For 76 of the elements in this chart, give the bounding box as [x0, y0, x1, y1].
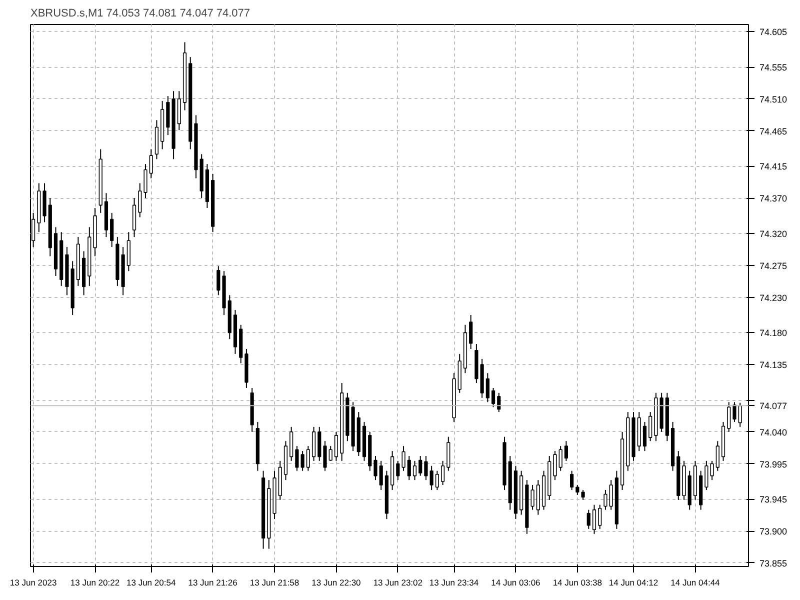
y-tick-label: 74.370 [760, 194, 788, 204]
candlestick [592, 504, 596, 534]
x-tick-label: 13 Jun 23:02 [373, 578, 423, 588]
candlestick [430, 465, 434, 490]
y-tick-label: 73.995 [760, 459, 788, 470]
candlestick [300, 450, 304, 472]
y-tick-label: 74.555 [760, 62, 788, 73]
candlestick [149, 148, 153, 179]
candlestick [323, 440, 327, 472]
candlestick [570, 470, 574, 490]
candlestick [642, 421, 647, 452]
candlestick [469, 314, 473, 350]
candlestick [581, 489, 585, 500]
candlestick [306, 446, 310, 472]
y-tick-label: 74.230 [760, 292, 788, 303]
y-tick-label: 74.040 [760, 427, 788, 438]
candlestick [564, 440, 568, 462]
candlestick [598, 504, 602, 530]
candlestick [424, 455, 428, 481]
candlestick [440, 460, 445, 486]
x-tick-label: 13 Jun 20:54 [126, 578, 176, 588]
candlestick [704, 460, 708, 490]
candlestick [491, 387, 496, 408]
candlestick [710, 460, 714, 481]
y-tick-label: 74.415 [760, 162, 788, 172]
y-tick-label: 74.510 [760, 94, 788, 104]
candlestick [609, 480, 613, 510]
candlestick [412, 460, 417, 481]
y-tick-label: 73.855 [760, 558, 788, 568]
candlestick [379, 460, 383, 490]
y-tick-label: 74.465 [760, 126, 788, 136]
y-tick-label: 73.900 [760, 526, 788, 537]
candlestick [486, 372, 490, 403]
candlestick [738, 402, 742, 428]
candlestick [716, 440, 720, 472]
candlestick [553, 450, 557, 481]
x-tick-label: 13 Jun 21:58 [250, 578, 300, 588]
candlestick [110, 212, 114, 248]
x-tick-label: 13 Jun 2023 [10, 578, 57, 588]
y-tick-label: 73.945 [760, 494, 788, 505]
candlestick [295, 446, 299, 472]
x-tick-label: 14 Jun 04:44 [670, 578, 720, 588]
candlestick [407, 455, 411, 481]
x-tick-label: 13 Jun 21:26 [188, 578, 238, 588]
x-tick-label: 13 Jun 23:34 [429, 578, 479, 588]
y-tick-label: 74.180 [760, 328, 788, 338]
chart-title: XBRUSD.s,M1 74.053 74.081 74.047 74.077 [30, 8, 250, 20]
ref-line-label: 74.077 [760, 401, 788, 412]
candlestick [586, 509, 590, 530]
y-tick-label: 74.320 [760, 229, 788, 240]
x-tick-label: 14 Jun 03:38 [552, 578, 602, 588]
candlestick [328, 446, 332, 462]
x-tick-label: 13 Jun 20:22 [70, 578, 120, 588]
candlestick [138, 182, 142, 218]
candlestick [374, 455, 378, 481]
candlestick [435, 470, 439, 490]
candlestick [732, 402, 736, 422]
candlestick [402, 446, 406, 472]
candlestick [558, 446, 562, 472]
candlestick [530, 484, 534, 510]
x-tick-label: 14 Jun 04:12 [608, 578, 658, 588]
candlestick [727, 402, 731, 432]
candlestick [334, 431, 338, 462]
y-tick-label: 74.135 [760, 360, 788, 370]
candlestick [144, 164, 148, 199]
candlestick [396, 460, 400, 481]
candlestick [216, 266, 220, 296]
x-tick-label: 14 Jun 03:06 [491, 578, 541, 588]
candlestick [604, 489, 608, 510]
candlestick [648, 412, 652, 442]
y-tick-label: 74.275 [760, 260, 788, 271]
candlestick [497, 392, 501, 413]
x-tick-label: 13 Jun 22:30 [312, 578, 362, 588]
y-tick-label: 74.605 [760, 27, 788, 38]
candlestick [576, 484, 580, 496]
candlestick [418, 455, 422, 476]
